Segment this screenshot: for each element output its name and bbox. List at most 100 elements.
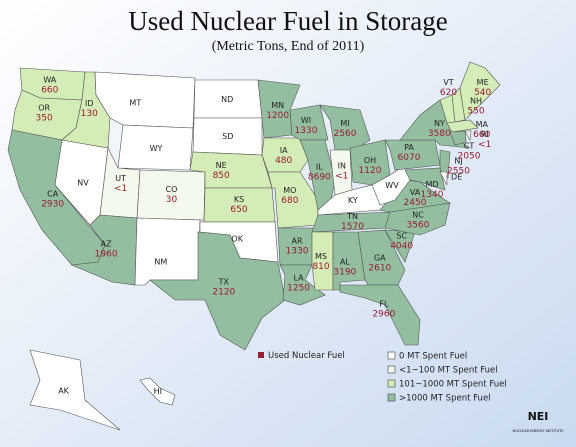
state-value: 680	[281, 196, 298, 206]
state-value: 850	[213, 171, 230, 181]
state-value: 550	[467, 106, 484, 116]
state-value: 650	[230, 205, 247, 215]
state	[311, 231, 334, 291]
state-value: 810	[312, 262, 329, 272]
state	[139, 377, 176, 406]
logo: NEI	[528, 410, 549, 423]
state-abbr: CT	[464, 142, 475, 151]
state-abbr: LA	[294, 274, 305, 283]
state-abbr: ND	[221, 95, 233, 104]
state-abbr: SC	[396, 231, 407, 240]
state-abbr: KS	[234, 195, 244, 204]
state	[134, 217, 201, 286]
state-abbr: ID	[85, 99, 94, 108]
state-abbr: KY	[348, 196, 358, 205]
legend-swatch	[387, 351, 396, 360]
state-value: 1120	[359, 166, 382, 176]
state-abbr: VA	[410, 188, 421, 197]
state-abbr: AZ	[101, 240, 112, 249]
state	[449, 130, 467, 146]
state-abbr: NH	[470, 96, 482, 105]
state-abbr: MI	[340, 119, 349, 128]
state-value: 620	[440, 88, 457, 98]
state	[404, 167, 446, 191]
state-value: 30	[166, 195, 178, 205]
state-abbr: CA	[47, 190, 59, 199]
logo-tagline: NUCLEAR ENERGY INSTITUTE	[512, 429, 563, 433]
state-abbr: NE	[216, 161, 227, 170]
state	[267, 171, 319, 229]
state-value: 1570	[341, 222, 364, 232]
state-abbr: ME	[477, 78, 489, 87]
state-abbr: NM	[154, 257, 167, 266]
state	[446, 119, 479, 133]
state-abbr: MO	[283, 186, 296, 195]
state-abbr: IA	[280, 146, 288, 155]
state-abbr: NY	[434, 119, 445, 128]
state-value: 8690	[308, 173, 331, 183]
state-abbr: CO	[166, 185, 178, 194]
state-abbr: WV	[385, 181, 399, 190]
state-abbr: MT	[129, 99, 141, 108]
state-value: 2560	[334, 129, 357, 139]
state-value: 480	[275, 156, 292, 166]
state	[279, 264, 326, 306]
state-value: 3190	[333, 268, 356, 278]
legend-label: <1~100 MT Spent Fuel	[399, 366, 498, 376]
state	[149, 231, 286, 351]
state-value: 1960	[95, 250, 118, 260]
state-abbr: SD	[222, 132, 233, 141]
state-abbr: GA	[374, 254, 386, 263]
state	[439, 171, 448, 186]
legend: Used Nuclear Fuel 0 MT Spent Fuel <1~100 M…	[258, 351, 507, 404]
state-value: 2120	[212, 288, 235, 298]
state-value: 1340	[421, 190, 444, 200]
state-value: 4040	[390, 241, 413, 251]
state-abbr: WI	[301, 116, 311, 125]
legend-swatch	[387, 393, 396, 402]
state-abbr: DE	[451, 172, 462, 181]
legend-swatch	[387, 365, 396, 374]
state-abbr: RI	[481, 130, 489, 139]
states	[7, 61, 501, 431]
state-value: 2610	[368, 264, 391, 274]
state-value: 2550	[447, 167, 470, 177]
state-value: <1	[478, 140, 491, 150]
state-abbr: MN	[271, 101, 284, 110]
state-value: 130	[81, 109, 98, 119]
state-abbr: TN	[346, 212, 358, 221]
state-value: 1250	[287, 284, 310, 294]
legend-swatch	[387, 379, 396, 388]
state	[464, 130, 472, 141]
state-value: <1	[335, 171, 348, 181]
legend-label: 0 MT Spent Fuel	[399, 352, 467, 362]
state-value: 660	[473, 130, 490, 140]
state-abbr: AR	[291, 237, 302, 246]
state	[439, 149, 451, 179]
title: Used Nuclear Fuel in Storage	[128, 6, 447, 36]
state-abbr: OH	[364, 156, 376, 165]
state-abbr: NJ	[454, 157, 462, 166]
state-value: 350	[36, 114, 53, 124]
legend-label: >1000 MT Spent Fuel	[399, 394, 491, 404]
state-abbr: PA	[404, 143, 414, 152]
state-value: 3580	[428, 129, 451, 139]
state-abbr: VT	[443, 78, 453, 87]
legend-label: 101~1000 MT Spent Fuel	[399, 380, 507, 390]
state-value: 1330	[295, 126, 318, 136]
state-abbr: AL	[340, 258, 350, 267]
state-value: 660	[41, 86, 58, 96]
legend-marker-label: Used Nuclear Fuel	[268, 351, 345, 361]
state-abbr: MA	[476, 120, 489, 129]
state-abbr: MD	[425, 180, 438, 189]
state-value: 1200	[266, 111, 289, 121]
state-value: 540	[474, 88, 491, 98]
state	[29, 349, 121, 431]
state-value: 3560	[407, 221, 430, 231]
state-value: 2960	[372, 309, 395, 319]
state-abbr: WA	[43, 76, 56, 85]
state-value: 2930	[41, 200, 64, 210]
state-abbr: FL	[379, 299, 389, 308]
